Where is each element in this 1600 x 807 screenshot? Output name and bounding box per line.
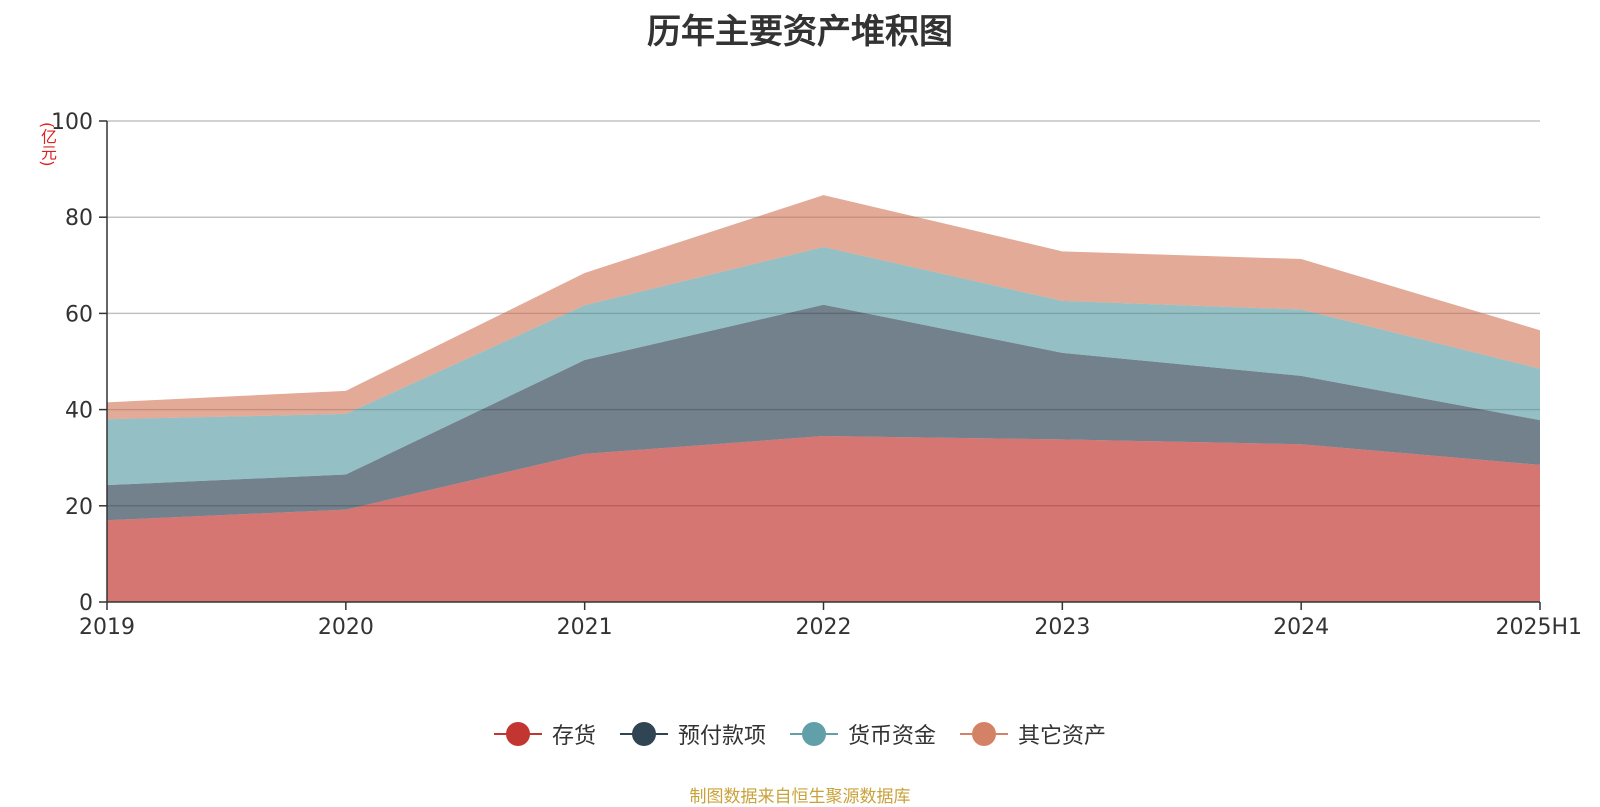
y-tick-label: 100: [51, 110, 93, 135]
y-tick-label: 0: [79, 591, 93, 616]
y-axis-unit: (亿元): [38, 122, 57, 167]
area-series-4: [107, 195, 1540, 420]
x-tick-label: 2024: [1273, 615, 1329, 640]
x-tick-label: 2020: [318, 615, 374, 640]
x-tick-label: 2023: [1034, 615, 1090, 640]
legend-label: 货币资金: [848, 724, 937, 749]
legend-marker-icon: [790, 722, 838, 746]
area-series-3: [107, 247, 1540, 486]
legend-marker-icon: [493, 722, 542, 746]
legend-item[interactable]: 预付款项: [619, 718, 766, 750]
legend-item[interactable]: 存货: [493, 718, 596, 750]
legend-marker-icon: [960, 722, 1009, 746]
legend-label: 存货: [551, 724, 596, 749]
legend-item[interactable]: 其它资产: [960, 718, 1106, 750]
chart-legend: 存货 预付款项 货币资金 其它资产: [0, 718, 1600, 750]
stacked-area-chart: 0 20 40 60 80 100 2019 2020 2021 2022 2023 2024 2025…: [51, 110, 1582, 640]
x-tick-label: 2019: [79, 615, 135, 640]
legend-marker-icon: [619, 722, 668, 746]
y-tick-label: 80: [65, 206, 93, 231]
x-tick-label: 2025H1: [1495, 615, 1582, 640]
y-tick-label: 20: [65, 495, 93, 520]
data-source-note: 制图数据来自恒生聚源数据库: [689, 787, 911, 807]
x-tick-label: 2022: [796, 615, 852, 640]
y-tick-label: 40: [65, 399, 93, 424]
area-series-1: [107, 436, 1540, 602]
legend-label: 其它资产: [1018, 724, 1107, 749]
legend-item[interactable]: 货币资金: [790, 718, 936, 750]
x-tick-label: 2021: [557, 615, 613, 640]
y-tick-label: 60: [65, 302, 93, 327]
area-series-2: [107, 304, 1540, 521]
legend-label: 预付款项: [677, 724, 766, 749]
chart-title: 历年主要资产堆积图: [647, 12, 953, 52]
